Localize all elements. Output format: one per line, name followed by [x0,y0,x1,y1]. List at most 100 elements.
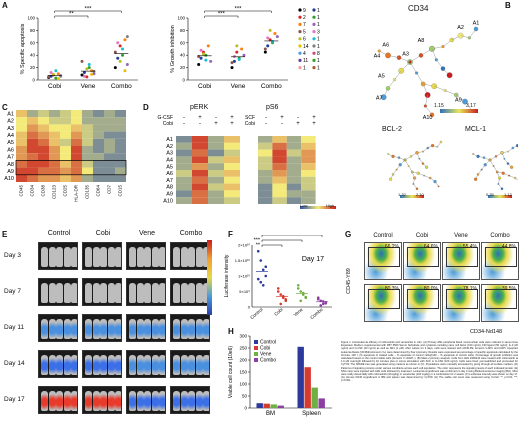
heat-cell [27,153,38,161]
mouse-silhouette [100,355,107,375]
y-tick-label: 0 [32,78,35,83]
tree-edge [515,177,518,181]
data-point [304,295,308,299]
data-point [118,44,122,48]
mouse-silhouette [188,391,195,411]
bli-row-label: Day 11 [4,324,25,331]
flow-gate [485,247,517,267]
treat-label: Cobi [245,121,255,127]
apoptosis-chart: 0 20 40 60 80 100 Cobi Vene Combo % Specific apop… [20,7,138,90]
heat-cell [258,183,273,191]
heat-cell [60,110,71,118]
heat-cell [104,153,115,161]
flow-plot: 44.8% [481,242,519,280]
data-point [51,72,55,76]
mouse-silhouette [41,391,48,411]
mouse-silhouette [159,283,165,303]
sign: - [199,121,201,127]
legend-label: 1 [303,65,306,71]
sign: + [230,121,234,127]
sign: - [265,115,267,121]
heat-cell [71,167,82,175]
mouse-silhouette [92,319,100,339]
heat-cell [27,110,38,118]
sign: + [312,115,316,121]
mouse-silhouette [144,391,151,411]
flow-column-label: Combo [490,233,510,239]
y-tick-label: 100 [239,382,247,387]
heat-cell [208,163,224,170]
flow-percentage: 78.1% [462,286,477,292]
x-tick-label: Vene [293,307,304,318]
mcl1-label: MCL-1 [465,126,487,133]
tree-edge [503,172,510,176]
y-tick-label: 2×10¹⁰ [238,243,250,248]
sig-bracket [204,15,239,18]
sig-bracket [54,10,122,13]
data-point [230,66,234,70]
data-point [264,274,268,278]
node-label: A1 [473,21,480,27]
heat-cell [208,197,224,204]
flow-y-label: CD45-Y89 [345,268,352,294]
mouse-silhouette [180,319,188,339]
sig-bracket [54,15,89,18]
data-point [268,38,272,42]
heat-cell [208,183,224,191]
heat-cell [286,136,302,143]
sig-label: ** [69,12,74,18]
heat-cell [301,183,316,191]
legend-marker [298,58,302,63]
heat-cell [82,174,93,182]
chart-title: Day 17 [302,256,324,263]
col-label: CD45 [19,185,24,197]
panel-h-chart: 0 50 100 150 200 250 300 Viable cell count (10e… [228,334,332,417]
bar [277,405,284,408]
heat-cell [176,142,192,150]
sig-label: *** [234,7,242,13]
heat-cell [16,146,27,154]
heat-cell [27,117,38,125]
data-point [113,66,117,70]
col-label: CD64 [96,185,101,197]
heat-cell [224,149,240,157]
heat-cell [301,156,316,164]
y-tick-label: 20 [180,65,186,70]
legend-marker [312,30,316,34]
tree-node [424,165,429,169]
row-label: A10 [4,176,14,182]
legend-marker [298,44,302,48]
heat-cell [272,176,287,184]
heat-cell [286,176,302,184]
tree-edge [418,172,425,176]
legend-label: 5 [303,29,306,35]
heat-cell [104,138,115,146]
legend-label: 16 [317,15,320,21]
heat-cell [82,160,93,168]
mouse-silhouette [107,283,115,303]
heat-cell [93,124,104,132]
mouse-silhouette [151,283,159,303]
heat-cell [286,197,302,204]
x-tick-label: Cobi [198,83,211,90]
mouse-silhouette [115,319,121,339]
tree-edge [388,153,394,157]
heat-cell [272,163,287,170]
heat-cell [93,167,104,175]
panel-label-a: A [2,1,8,10]
heat-cell [258,136,273,143]
data-point [206,44,210,48]
sign: - [297,115,299,121]
heat-cell [104,117,115,125]
row-label: A3 [166,151,173,157]
y-tick-label: 300 [239,334,247,339]
heat-cell [286,142,302,150]
tree-edge [394,70,402,80]
heat-cell [104,174,115,182]
heat-cell [208,136,224,143]
bli-image [170,314,210,342]
bcl2-scale-min: 1.32 [398,192,406,197]
bli-image [82,314,122,342]
flow-gate [446,247,478,267]
mouse-silhouette [180,247,188,267]
